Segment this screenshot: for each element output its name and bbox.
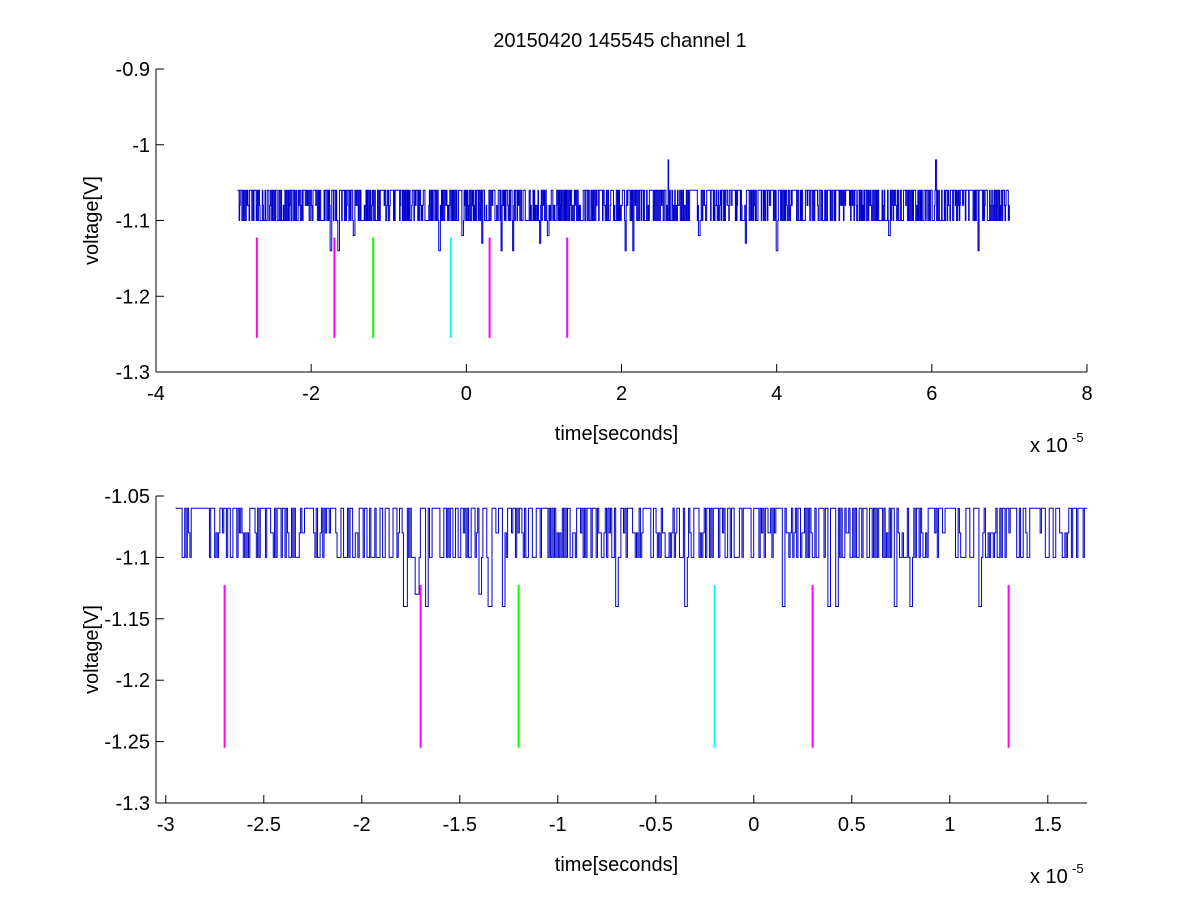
- bottom-y-tick-label: -1.1: [116, 547, 150, 569]
- top-x-tick-label: 8: [1081, 383, 1092, 405]
- bottom-x-axis-label: time[seconds]: [555, 854, 678, 876]
- top-x-exponent-power: -5: [1072, 430, 1084, 445]
- top-y-axis-label: voltage[V]: [81, 176, 103, 265]
- bottom-x-tick-label: -2: [353, 814, 371, 836]
- bottom-x-tick-label: -0.5: [639, 814, 673, 836]
- top-plot: -4 -2 0 2 4 6 8 -1.3 -1.2 -1.1 -1 -0.9 time[seconds]…: [81, 59, 1093, 457]
- top-x-tick-label: 4: [771, 383, 782, 405]
- top-x-tick-label: 0: [461, 383, 472, 405]
- top-y-tick-label: -1.2: [116, 286, 150, 308]
- top-y-tick-label: -1: [132, 135, 150, 157]
- bottom-y-tick-label: -1.15: [104, 609, 150, 631]
- bottom-signal-series-line: [175, 507, 1087, 608]
- top-y-tick-label: -1.1: [116, 211, 150, 233]
- top-x-tick-label: 2: [616, 383, 627, 405]
- bottom-y-tick-label: -1.05: [104, 486, 150, 508]
- bottom-y-tick-label: -1.25: [104, 732, 150, 754]
- bottom-x-exponent-label: x 10: [1030, 866, 1068, 888]
- bottom-x-tick-label: -3: [157, 814, 175, 836]
- bottom-x-tick-label: -1.5: [443, 814, 477, 836]
- bottom-x-tick-label: 1.5: [1034, 814, 1062, 836]
- top-x-exponent-label: x 10: [1030, 435, 1068, 457]
- bottom-y-tick-label: -1.2: [116, 670, 150, 692]
- top-x-tick-label: -4: [147, 383, 165, 405]
- bottom-x-tick-label: 0: [748, 814, 759, 836]
- bottom-x-tick-label: -2.5: [247, 814, 281, 836]
- chart-title: 20150420 145545 channel 1: [493, 30, 747, 52]
- bottom-x-tick-label: 0.5: [838, 814, 866, 836]
- bottom-x-exponent-power: -5: [1072, 861, 1084, 876]
- top-y-tick-label: -1.3: [116, 362, 150, 384]
- top-signal-series-line: [237, 159, 1010, 252]
- bottom-x-tick-label: 1: [944, 814, 955, 836]
- top-x-axis-label: time[seconds]: [555, 423, 678, 445]
- bottom-y-tick-label: -1.3: [116, 793, 150, 815]
- top-y-tick-label: -0.9: [116, 59, 150, 81]
- bottom-x-tick-label: -1: [549, 814, 567, 836]
- bottom-y-axis-label: voltage[V]: [81, 605, 103, 694]
- top-x-tick-label: 6: [926, 383, 937, 405]
- top-x-tick-label: -2: [302, 383, 320, 405]
- bottom-plot: -3 -2.5 -2 -1.5 -1 -0.5 0 0.5 1 1.5 -1.3 -1.25 -1.2 -…: [81, 486, 1087, 888]
